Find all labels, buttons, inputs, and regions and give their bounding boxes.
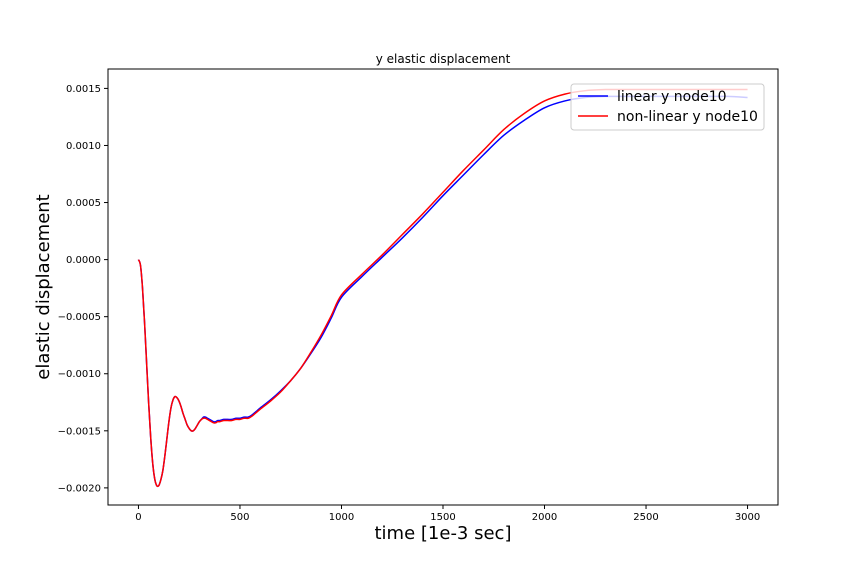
legend-box	[570, 83, 765, 131]
series-line-non-linear	[137, 88, 748, 488]
series-layer	[137, 88, 748, 488]
x-tick-label: 1000	[329, 512, 354, 523]
y-tick-label: −0.0010	[58, 369, 101, 380]
y-tick-label: −0.0005	[58, 312, 101, 323]
y-tick-label: 0.0010	[66, 141, 101, 152]
legend-label-nonlinear: non-linear y node10	[617, 109, 758, 125]
y-tick-label: 0.0000	[66, 255, 101, 266]
y-axis: −0.0020 −0.0015 −0.0010 −0.0005 0.0000 0.0005…	[58, 84, 108, 494]
x-tick-label: 0	[135, 512, 141, 523]
x-axis: 0 500 1000 1500 2000 2500 3000	[135, 505, 760, 523]
x-tick-label: 500	[230, 512, 249, 523]
x-tick-label: 2000	[532, 512, 557, 523]
x-axis-label: time [1e-3 sec]	[375, 523, 512, 544]
legend: linear y node10 non-linear y node10	[570, 83, 765, 131]
y-tick-label: 0.0005	[66, 198, 101, 209]
y-tick-label: −0.0015	[58, 426, 101, 437]
y-tick-label: −0.0020	[58, 483, 101, 494]
x-tick-label: 1500	[430, 512, 455, 523]
y-tick-label: 0.0015	[66, 84, 101, 95]
x-tick-label: 3000	[735, 512, 760, 523]
x-tick-label: 2500	[633, 512, 658, 523]
legend-label-linear: linear y node10	[617, 89, 727, 105]
y-axis-label: elastic displacement	[33, 194, 54, 379]
chart-title: y elastic displacement	[376, 52, 511, 66]
